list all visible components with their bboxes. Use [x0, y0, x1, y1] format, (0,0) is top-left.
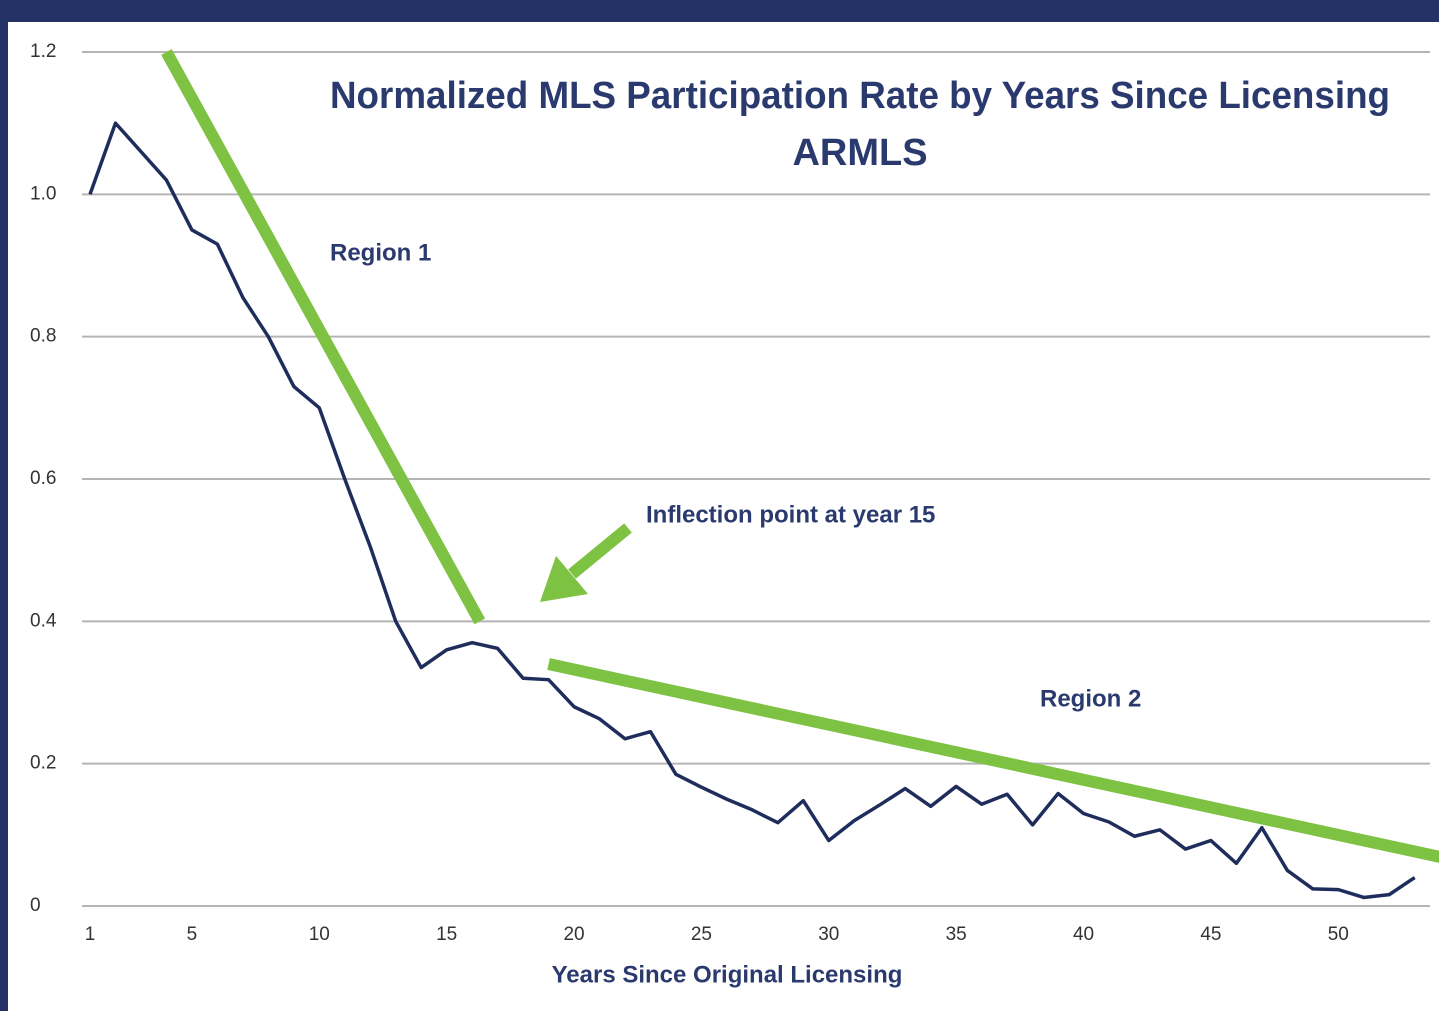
chart-title: Normalized MLS Participation Rate by Yea…: [330, 75, 1390, 117]
marks: [88, 49, 1439, 900]
y-tick-label: 0.2: [30, 753, 56, 774]
y-tick-label: 0: [30, 895, 41, 916]
trend-line: [161, 49, 486, 625]
chart-subtitle: ARMLS: [792, 132, 927, 174]
y-tick-label: 0.8: [30, 326, 56, 347]
x-tick-label: 20: [563, 924, 584, 945]
x-tick-label: 5: [187, 924, 198, 945]
arrow-shaft: [568, 523, 632, 579]
data-line: [88, 121, 1416, 900]
x-axis-label: Years Since Original Licensing: [552, 961, 903, 988]
arrow: [540, 523, 632, 602]
y-tick-label: 0.4: [30, 610, 57, 631]
trend-line: [547, 658, 1439, 863]
x-tick-label: 40: [1073, 924, 1094, 945]
x-tick-label: 10: [309, 924, 330, 945]
y-tick-label: 1.0: [30, 183, 56, 204]
x-tick-label: 15: [436, 924, 457, 945]
x-tick-label: 35: [946, 924, 967, 945]
annotation: Inflection point at year 15: [646, 501, 935, 528]
x-tick-label: 1: [85, 924, 96, 945]
y-tick-label: 1.2: [30, 41, 56, 62]
grid: [82, 51, 1430, 907]
x-tick-label: 45: [1200, 924, 1221, 945]
x-tick-label: 25: [691, 924, 712, 945]
y-tick-label: 0.6: [30, 468, 56, 489]
annotation: Region 2: [1040, 685, 1141, 712]
annotation: Region 1: [330, 239, 431, 266]
arrow-head: [540, 556, 588, 602]
x-tick-label: 50: [1328, 924, 1349, 945]
x-tick-label: 30: [818, 924, 839, 945]
